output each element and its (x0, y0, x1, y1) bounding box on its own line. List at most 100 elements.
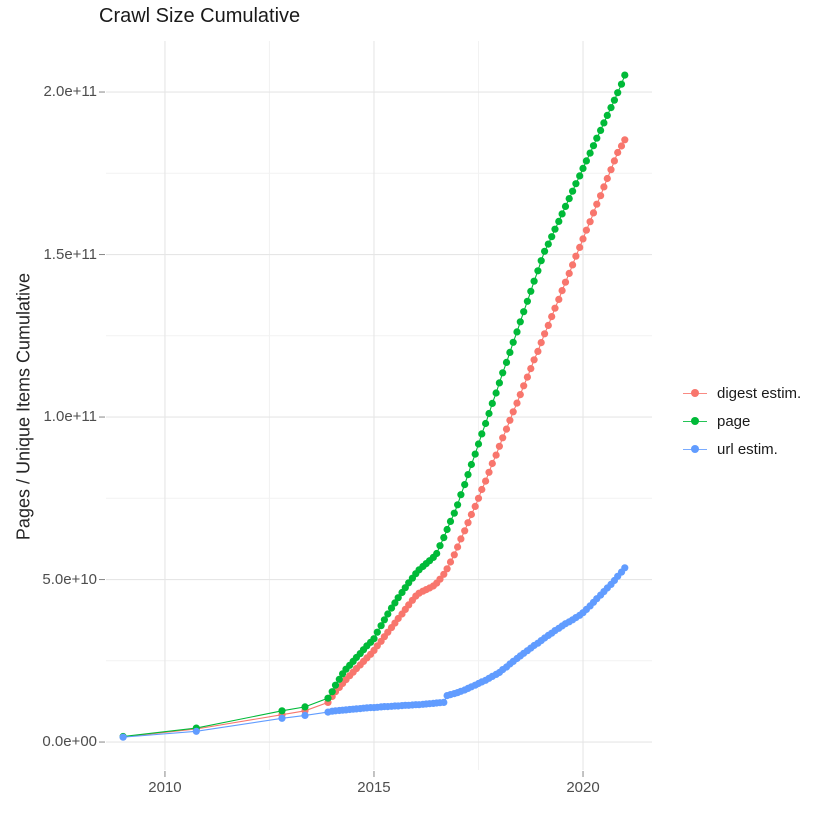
data-point-page (467, 460, 475, 469)
data-point-page (446, 517, 455, 526)
data-point-digest-estim- (561, 278, 570, 286)
data-point-digest-estim- (523, 373, 532, 381)
legend-key-icon-page (682, 414, 708, 428)
data-point-page (541, 247, 549, 255)
data-point-page (586, 149, 594, 157)
data-point-page (513, 328, 521, 336)
data-point-page (436, 542, 444, 550)
legend-key-dot (691, 417, 699, 425)
data-point-digest-estim- (502, 425, 511, 433)
data-point-digest-estim- (478, 485, 486, 494)
data-point-digest-estim- (488, 459, 496, 468)
data-point-page (474, 440, 483, 448)
data-point-page (370, 635, 378, 643)
data-point-digest-estim- (530, 356, 538, 364)
data-point-page (572, 180, 580, 188)
data-point-digest-estim- (527, 365, 535, 373)
data-point-page (478, 430, 486, 438)
data-point-page (537, 257, 545, 265)
data-point-page (544, 240, 552, 248)
data-point-digest-estim- (589, 209, 598, 217)
data-point-digest-estim- (537, 339, 545, 347)
data-point-page (495, 379, 503, 387)
data-point-digest-estim- (454, 543, 462, 551)
x-tick-label: 2015 (357, 779, 391, 796)
data-point-digest-estim- (492, 451, 500, 459)
y-tick-label: 1.0e+11 (43, 408, 97, 426)
data-point-page (485, 409, 493, 418)
data-point-page (576, 172, 584, 180)
data-point-page (433, 549, 441, 558)
data-point-digest-estim- (548, 313, 556, 321)
data-point-page (384, 610, 392, 618)
data-point-digest-estim- (555, 295, 563, 303)
data-point-page (516, 318, 524, 326)
legend-key-dot (691, 389, 699, 397)
data-point-digest-estim- (551, 304, 559, 312)
data-point-digest-estim- (565, 269, 573, 277)
data-point-page (558, 210, 566, 218)
data-point-url-estim- (278, 714, 286, 722)
data-point-digest-estim- (485, 468, 493, 476)
data-point-page (457, 491, 465, 499)
data-point-digest-estim- (572, 252, 580, 260)
data-point-digest-estim- (506, 416, 514, 424)
data-point-page (387, 604, 396, 612)
x-tick-label: 2020 (566, 779, 600, 796)
data-point-url-estim- (119, 733, 127, 741)
data-point-digest-estim- (600, 183, 608, 191)
data-point-page (555, 217, 563, 225)
data-point-digest-estim- (446, 558, 455, 566)
x-tick-label: 2010 (148, 779, 182, 796)
data-point-digest-estim- (509, 408, 517, 416)
data-point-page (569, 187, 577, 195)
data-point-digest-estim- (499, 434, 507, 442)
data-point-page (551, 225, 559, 233)
data-point-digest-estim- (467, 510, 475, 519)
data-point-digest-estim- (586, 218, 594, 226)
data-point-digest-estim- (597, 192, 605, 200)
legend-item-url-estim: url estim. (682, 435, 801, 463)
data-point-digest-estim- (474, 494, 483, 502)
data-point-digest-estim- (544, 321, 552, 329)
data-point-digest-estim- (614, 148, 622, 157)
data-point-page (461, 481, 469, 489)
data-point-page (335, 675, 343, 683)
data-point-page (603, 111, 611, 119)
data-point-page (600, 119, 608, 127)
legend-label: page (717, 412, 751, 430)
data-point-digest-estim- (450, 551, 458, 559)
data-point-digest-estim- (443, 565, 451, 573)
data-point-page (454, 501, 462, 509)
data-point-page (527, 287, 535, 295)
data-point-page (548, 233, 556, 241)
data-point-digest-estim- (558, 287, 566, 295)
data-point-digest-estim- (471, 502, 479, 510)
data-point-digest-estim- (579, 235, 587, 243)
data-point-page (579, 164, 587, 172)
data-point-digest-estim- (513, 399, 521, 407)
data-point-digest-estim- (607, 166, 615, 174)
data-point-page (523, 297, 532, 305)
data-point-digest-estim- (603, 174, 611, 183)
data-point-page (582, 157, 591, 165)
data-point-page (443, 525, 451, 534)
data-point-digest-estim- (461, 527, 469, 535)
data-point-page (506, 348, 514, 356)
data-point-page (610, 96, 619, 104)
data-point-page (607, 104, 615, 112)
data-point-digest-estim- (593, 200, 601, 208)
data-point-page (471, 450, 479, 458)
data-point-page (561, 202, 570, 210)
data-point-page (380, 616, 388, 624)
data-point-url-estim- (621, 564, 629, 572)
data-point-digest-estim- (440, 570, 448, 578)
data-point-digest-estim- (495, 442, 503, 450)
data-point-page (520, 308, 528, 316)
data-point-digest-estim- (516, 391, 524, 399)
data-point-page (502, 358, 511, 366)
data-point-page (534, 267, 542, 275)
data-point-page (440, 534, 448, 542)
data-point-page (324, 694, 332, 702)
